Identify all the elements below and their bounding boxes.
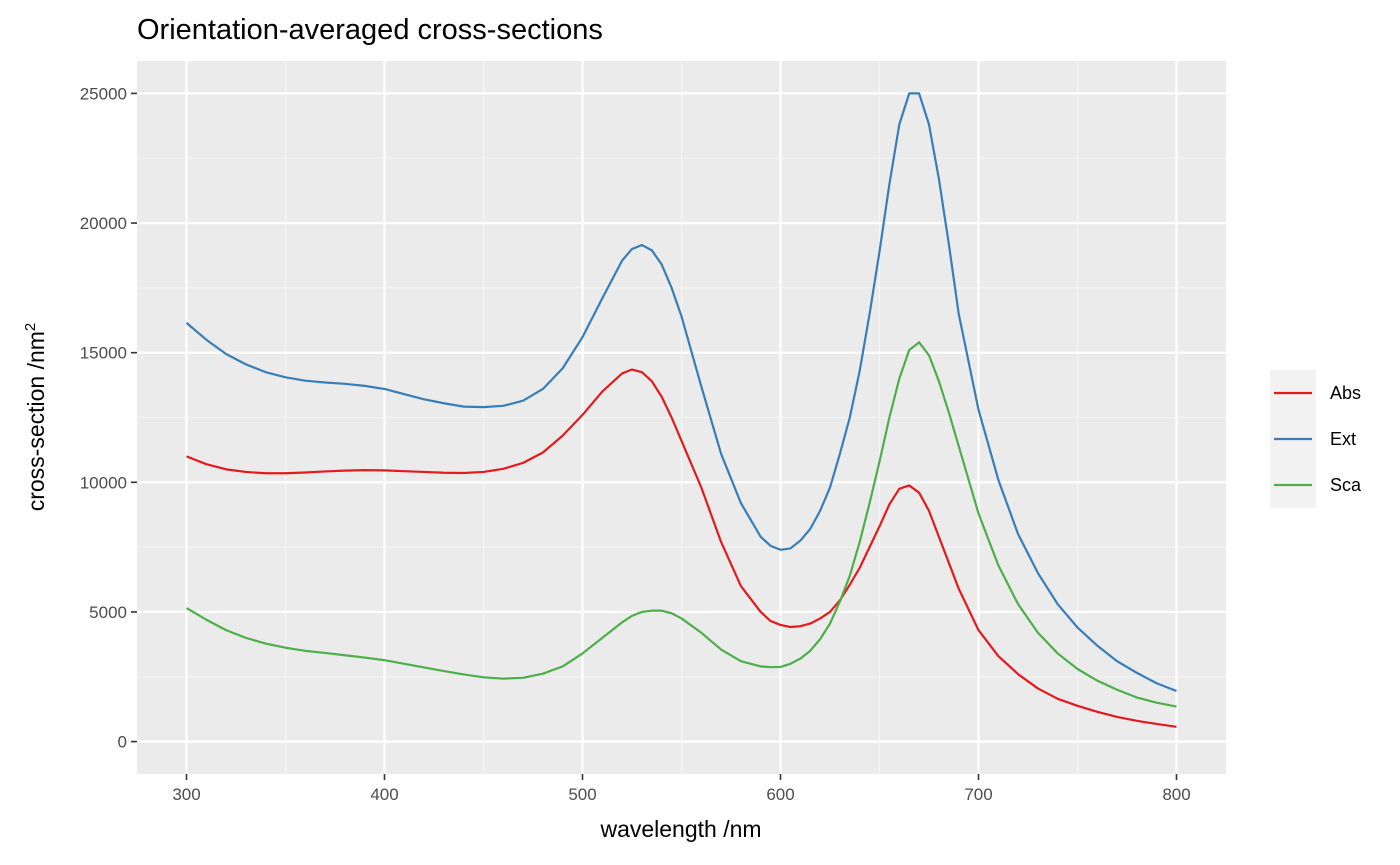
x-axis: 300 400 500 600 700 800	[172, 774, 1191, 804]
series-line-abs	[186, 368, 1177, 728]
x-tick-label: 800	[1162, 785, 1190, 804]
y-tick-label: 0	[118, 733, 127, 752]
y-tick-label: 10000	[80, 473, 127, 492]
series-lines	[185, 92, 1177, 728]
y-tick-label: 20000	[80, 214, 127, 233]
x-axis-title: wavelength /nm	[599, 816, 761, 842]
chart-title: Orientation-averaged cross-sections	[137, 14, 603, 46]
y-tick-label: 15000	[80, 344, 127, 363]
x-tick-label: 500	[568, 785, 596, 804]
legend-label-sca: Sca	[1330, 475, 1362, 495]
y-tick-label: 5000	[89, 603, 127, 622]
legend-label-ext: Ext	[1330, 429, 1356, 449]
x-tick-label: 400	[370, 785, 398, 804]
y-axis: 0 5000 10000 15000 20000 25000	[80, 84, 137, 752]
y-axis-title-superscript: 2	[22, 323, 39, 331]
grid-minor	[137, 61, 1226, 774]
series-line-sca	[185, 341, 1177, 708]
y-axis-title-text: cross-section /nm	[23, 331, 49, 511]
x-tick-label: 700	[964, 785, 992, 804]
y-tick-label: 25000	[80, 84, 127, 103]
series-line-ext	[185, 92, 1177, 693]
grid-major	[137, 61, 1226, 774]
legend: Abs Ext Sca	[1274, 383, 1362, 495]
y-axis-title: cross-section /nm2	[22, 323, 49, 512]
x-tick-label: 300	[172, 785, 200, 804]
legend-label-abs: Abs	[1330, 383, 1361, 403]
x-tick-label: 600	[766, 785, 794, 804]
